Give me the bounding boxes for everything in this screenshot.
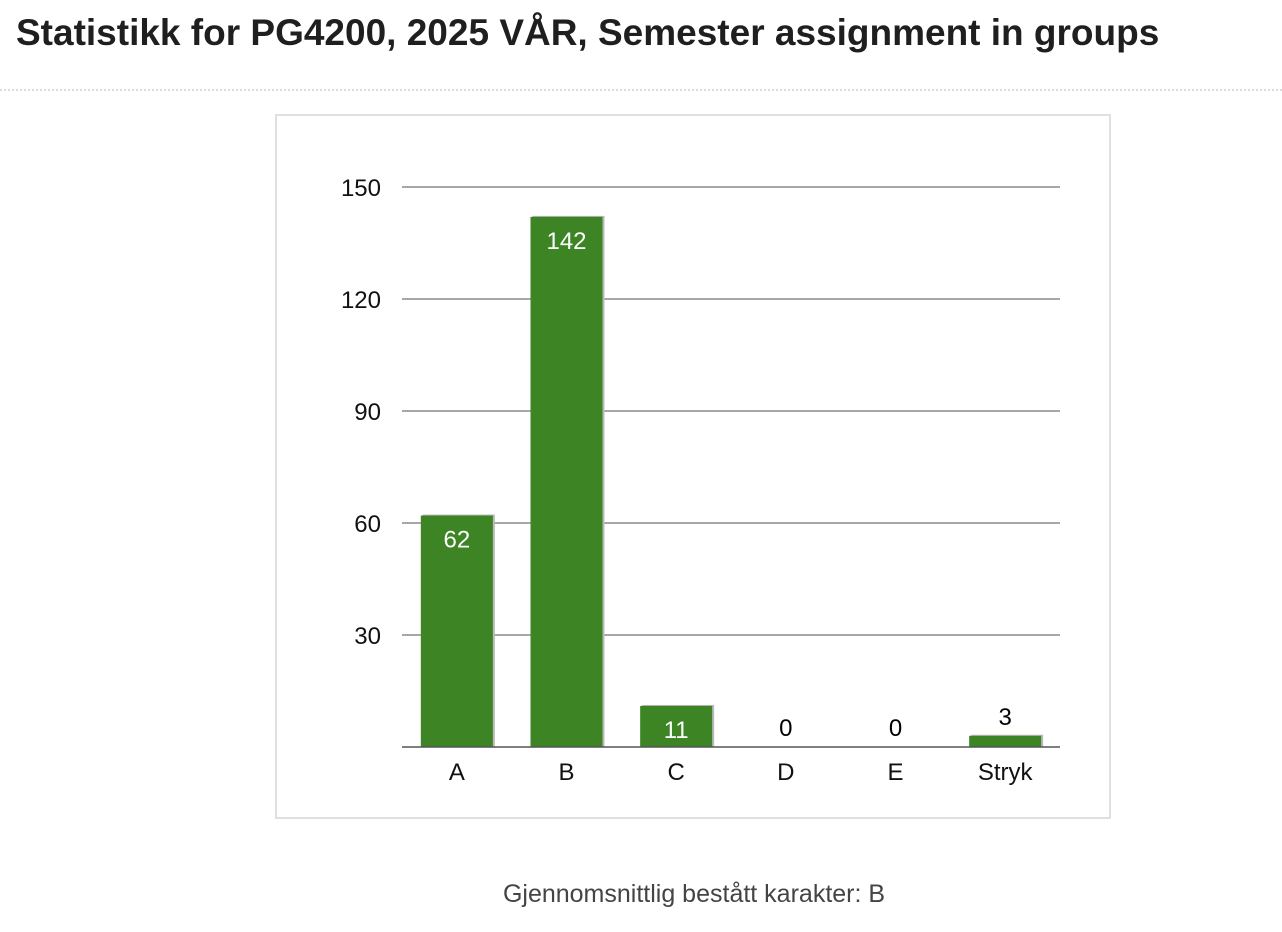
average-grade-note: Gjennomsnittlig bestått karakter: B xyxy=(502,880,886,908)
x-category-label: C xyxy=(667,759,684,786)
bar xyxy=(640,705,713,747)
y-tick-label: 150 xyxy=(341,175,381,202)
y-axis-ticks: 30 60 90 120 150 xyxy=(341,175,381,650)
bar-value-label: 3 xyxy=(998,704,1011,731)
bar xyxy=(969,735,1042,747)
y-tick-label: 60 xyxy=(354,511,381,538)
bars xyxy=(420,215,1044,747)
page-title: Statistikk for PG4200, 2025 VÅR, Semeste… xyxy=(16,12,1160,53)
y-tick-label: 30 xyxy=(354,623,381,650)
bar xyxy=(530,216,603,747)
x-category-label: B xyxy=(558,759,574,786)
value-labels: 62 142 11 0 0 3 xyxy=(443,228,1011,744)
x-category-label: D xyxy=(777,759,794,786)
y-tick-label: 120 xyxy=(341,287,381,314)
bar xyxy=(420,515,493,747)
x-category-label: E xyxy=(887,759,903,786)
grid-lines xyxy=(402,186,1060,636)
bar-value-label: 142 xyxy=(546,228,586,255)
y-tick-label: 90 xyxy=(354,399,381,426)
bar-value-label: 62 xyxy=(443,527,470,554)
bar-chart: 30 60 90 120 150 62 142 11 0 0 3 A B C D E Stryk xyxy=(341,175,1060,786)
x-category-label: A xyxy=(449,759,465,786)
chart-container: 30 60 90 120 150 62 142 11 0 0 3 A B C D E Stryk xyxy=(275,114,1111,819)
x-category-label: Stryk xyxy=(978,759,1034,786)
x-axis-labels: A B C D E Stryk xyxy=(449,759,1034,786)
bar-value-label: 0 xyxy=(889,715,902,742)
title-divider xyxy=(0,89,1282,91)
bar-value-label: 11 xyxy=(664,717,689,744)
bar-value-label: 0 xyxy=(779,715,792,742)
